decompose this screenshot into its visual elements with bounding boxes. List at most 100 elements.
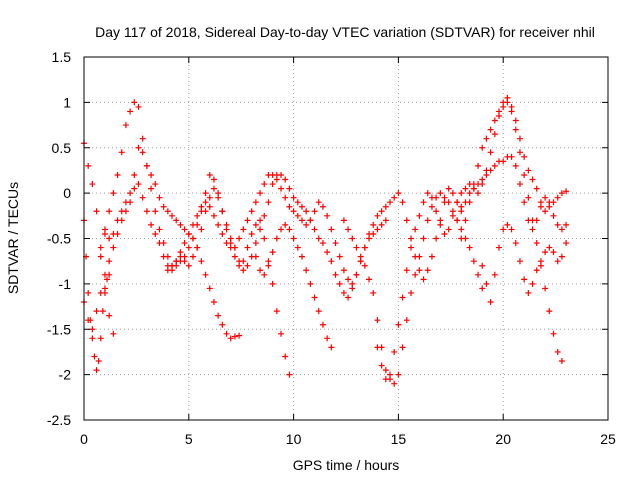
data-point bbox=[181, 226, 188, 233]
data-point bbox=[93, 208, 100, 215]
data-point bbox=[391, 348, 398, 355]
data-point bbox=[491, 271, 498, 278]
data-point bbox=[349, 280, 356, 287]
data-point bbox=[550, 330, 557, 337]
data-point bbox=[491, 131, 498, 138]
data-point bbox=[152, 208, 159, 215]
data-point bbox=[261, 181, 268, 188]
plot-frame bbox=[83, 56, 609, 421]
data-point bbox=[127, 108, 134, 115]
data-point bbox=[139, 135, 146, 142]
data-point bbox=[508, 226, 515, 233]
data-point bbox=[387, 371, 394, 378]
data-point bbox=[298, 217, 305, 224]
data-point bbox=[542, 249, 549, 256]
data-point bbox=[512, 117, 519, 124]
data-point bbox=[131, 171, 138, 178]
y-tick-label: -2.5 bbox=[47, 412, 71, 428]
data-point bbox=[542, 285, 549, 292]
data-point bbox=[479, 144, 486, 151]
data-point bbox=[181, 240, 188, 247]
data-point bbox=[433, 235, 440, 242]
data-point bbox=[311, 226, 318, 233]
data-point bbox=[164, 208, 171, 215]
data-point bbox=[533, 185, 540, 192]
data-point bbox=[282, 353, 289, 360]
data-point bbox=[139, 194, 146, 201]
data-point bbox=[399, 199, 406, 206]
data-point bbox=[99, 308, 106, 315]
data-point bbox=[148, 221, 155, 228]
data-point bbox=[407, 244, 414, 251]
data-point bbox=[458, 226, 465, 233]
chart-title: Day 117 of 2018, Sidereal Day-to-day VTE… bbox=[95, 24, 595, 40]
data-point bbox=[466, 190, 473, 197]
data-point bbox=[319, 321, 326, 328]
data-point bbox=[470, 258, 477, 265]
data-point bbox=[202, 199, 209, 206]
data-point bbox=[382, 203, 389, 210]
data-point bbox=[328, 344, 335, 351]
data-point bbox=[399, 344, 406, 351]
data-point bbox=[210, 299, 217, 306]
data-point bbox=[525, 217, 532, 224]
data-point bbox=[445, 199, 452, 206]
data-point bbox=[475, 271, 482, 278]
data-point bbox=[194, 221, 201, 228]
data-point bbox=[240, 267, 247, 274]
data-point bbox=[114, 171, 121, 178]
data-point bbox=[127, 190, 134, 197]
data-point bbox=[122, 122, 129, 129]
data-point bbox=[479, 285, 486, 292]
data-point bbox=[257, 267, 264, 274]
data-point bbox=[416, 212, 423, 219]
data-point bbox=[282, 194, 289, 201]
data-point bbox=[97, 289, 104, 296]
data-point bbox=[236, 258, 243, 265]
y-tick-label: -1 bbox=[59, 276, 72, 292]
data-point bbox=[521, 199, 528, 206]
data-point bbox=[206, 171, 213, 178]
data-point bbox=[353, 244, 360, 251]
data-point bbox=[403, 217, 410, 224]
y-axis-title: SDTVAR / TECUs bbox=[5, 182, 21, 294]
data-point bbox=[95, 358, 102, 365]
data-point bbox=[395, 190, 402, 197]
axis-ticks: -2.5 -2 -1.5 -1 -0.5 0 0.5 1 1.5 0 5 10 15 20 25 bbox=[47, 49, 616, 447]
data-point bbox=[554, 221, 561, 228]
data-point bbox=[324, 335, 331, 342]
data-point bbox=[366, 276, 373, 283]
data-point bbox=[185, 230, 192, 237]
x-tick-label: 20 bbox=[495, 431, 511, 447]
data-point bbox=[143, 162, 150, 169]
data-point bbox=[91, 353, 98, 360]
data-point bbox=[391, 194, 398, 201]
data-point bbox=[437, 221, 444, 228]
data-point bbox=[265, 262, 272, 269]
data-point bbox=[89, 181, 96, 188]
data-point bbox=[173, 258, 180, 265]
data-point bbox=[131, 185, 138, 192]
data-point bbox=[131, 99, 138, 106]
data-point bbox=[546, 244, 553, 251]
data-point bbox=[97, 244, 104, 251]
data-point bbox=[487, 126, 494, 133]
data-point bbox=[294, 244, 301, 251]
data-point bbox=[282, 176, 289, 183]
data-point bbox=[374, 226, 381, 233]
data-point bbox=[294, 199, 301, 206]
data-point bbox=[357, 253, 364, 260]
data-point bbox=[458, 190, 465, 197]
data-point bbox=[508, 103, 515, 110]
data-point bbox=[269, 171, 276, 178]
data-point bbox=[206, 285, 213, 292]
data-point bbox=[261, 212, 268, 219]
data-point bbox=[382, 367, 389, 374]
data-point bbox=[521, 276, 528, 283]
y-tick-label: -2 bbox=[59, 367, 72, 383]
data-point bbox=[340, 289, 347, 296]
data-point bbox=[479, 262, 486, 269]
data-point bbox=[143, 208, 150, 215]
data-point bbox=[542, 194, 549, 201]
data-point bbox=[231, 253, 238, 260]
